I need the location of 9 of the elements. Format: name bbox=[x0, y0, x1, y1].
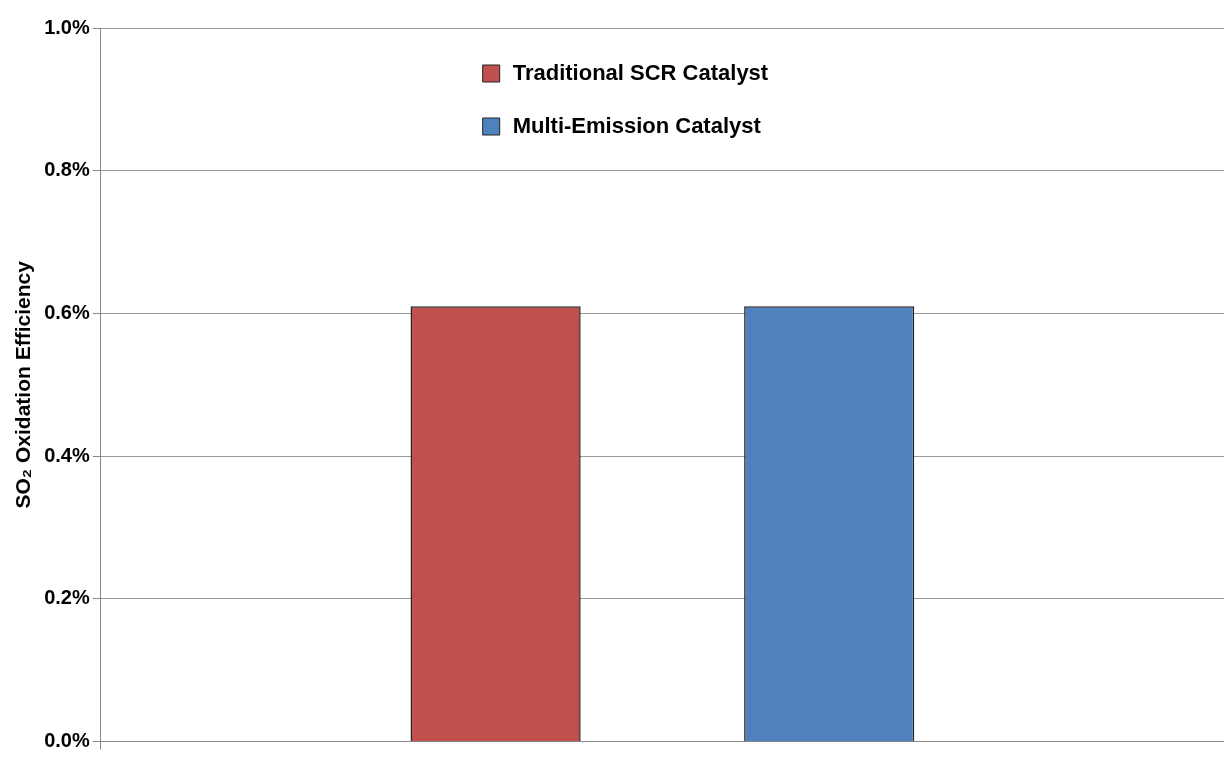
y-axis-title: SO₂ Oxidation Efficiency bbox=[11, 260, 35, 509]
legend-label: Multi-Emission Catalyst bbox=[512, 113, 762, 139]
y-tick-label: 1.0% bbox=[44, 15, 90, 38]
legend-label: Traditional SCR Catalyst bbox=[512, 60, 769, 86]
y-tick-label: 0.0% bbox=[44, 729, 90, 752]
y-tick-label: 0.4% bbox=[44, 443, 90, 466]
y-tick-label: 0.6% bbox=[44, 300, 90, 323]
y-tick-label: 0.8% bbox=[44, 158, 90, 181]
y-tick-label: 0.2% bbox=[44, 586, 90, 609]
